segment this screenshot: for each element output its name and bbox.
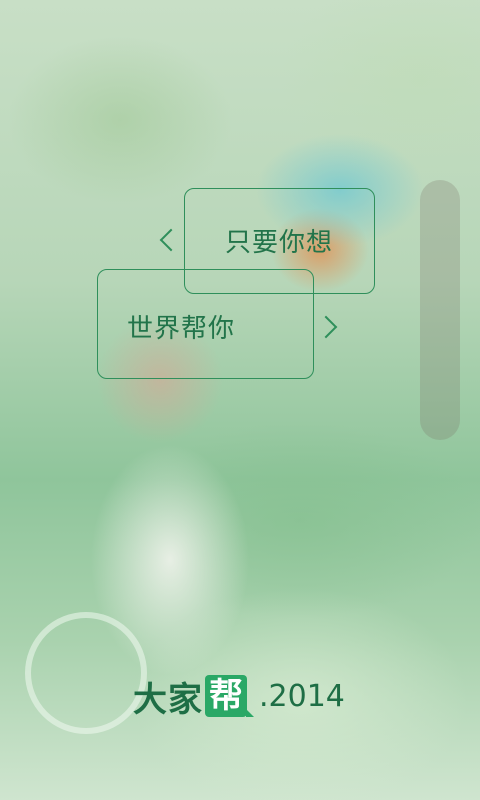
bokeh-ring (25, 612, 147, 734)
speech-bubble-bottom (97, 269, 314, 379)
tree-trunk (420, 180, 460, 440)
app-logo: 大家 帮 .2014 (133, 672, 345, 720)
slogan-line-1: 只要你想 (225, 228, 334, 258)
logo-badge: 帮 (205, 675, 254, 717)
speech-bubble-top (184, 188, 375, 294)
slogan-line-2: 世界帮你 (127, 314, 236, 344)
logo-prefix: 大家 (133, 679, 203, 720)
logo-year: .2014 (259, 678, 345, 714)
